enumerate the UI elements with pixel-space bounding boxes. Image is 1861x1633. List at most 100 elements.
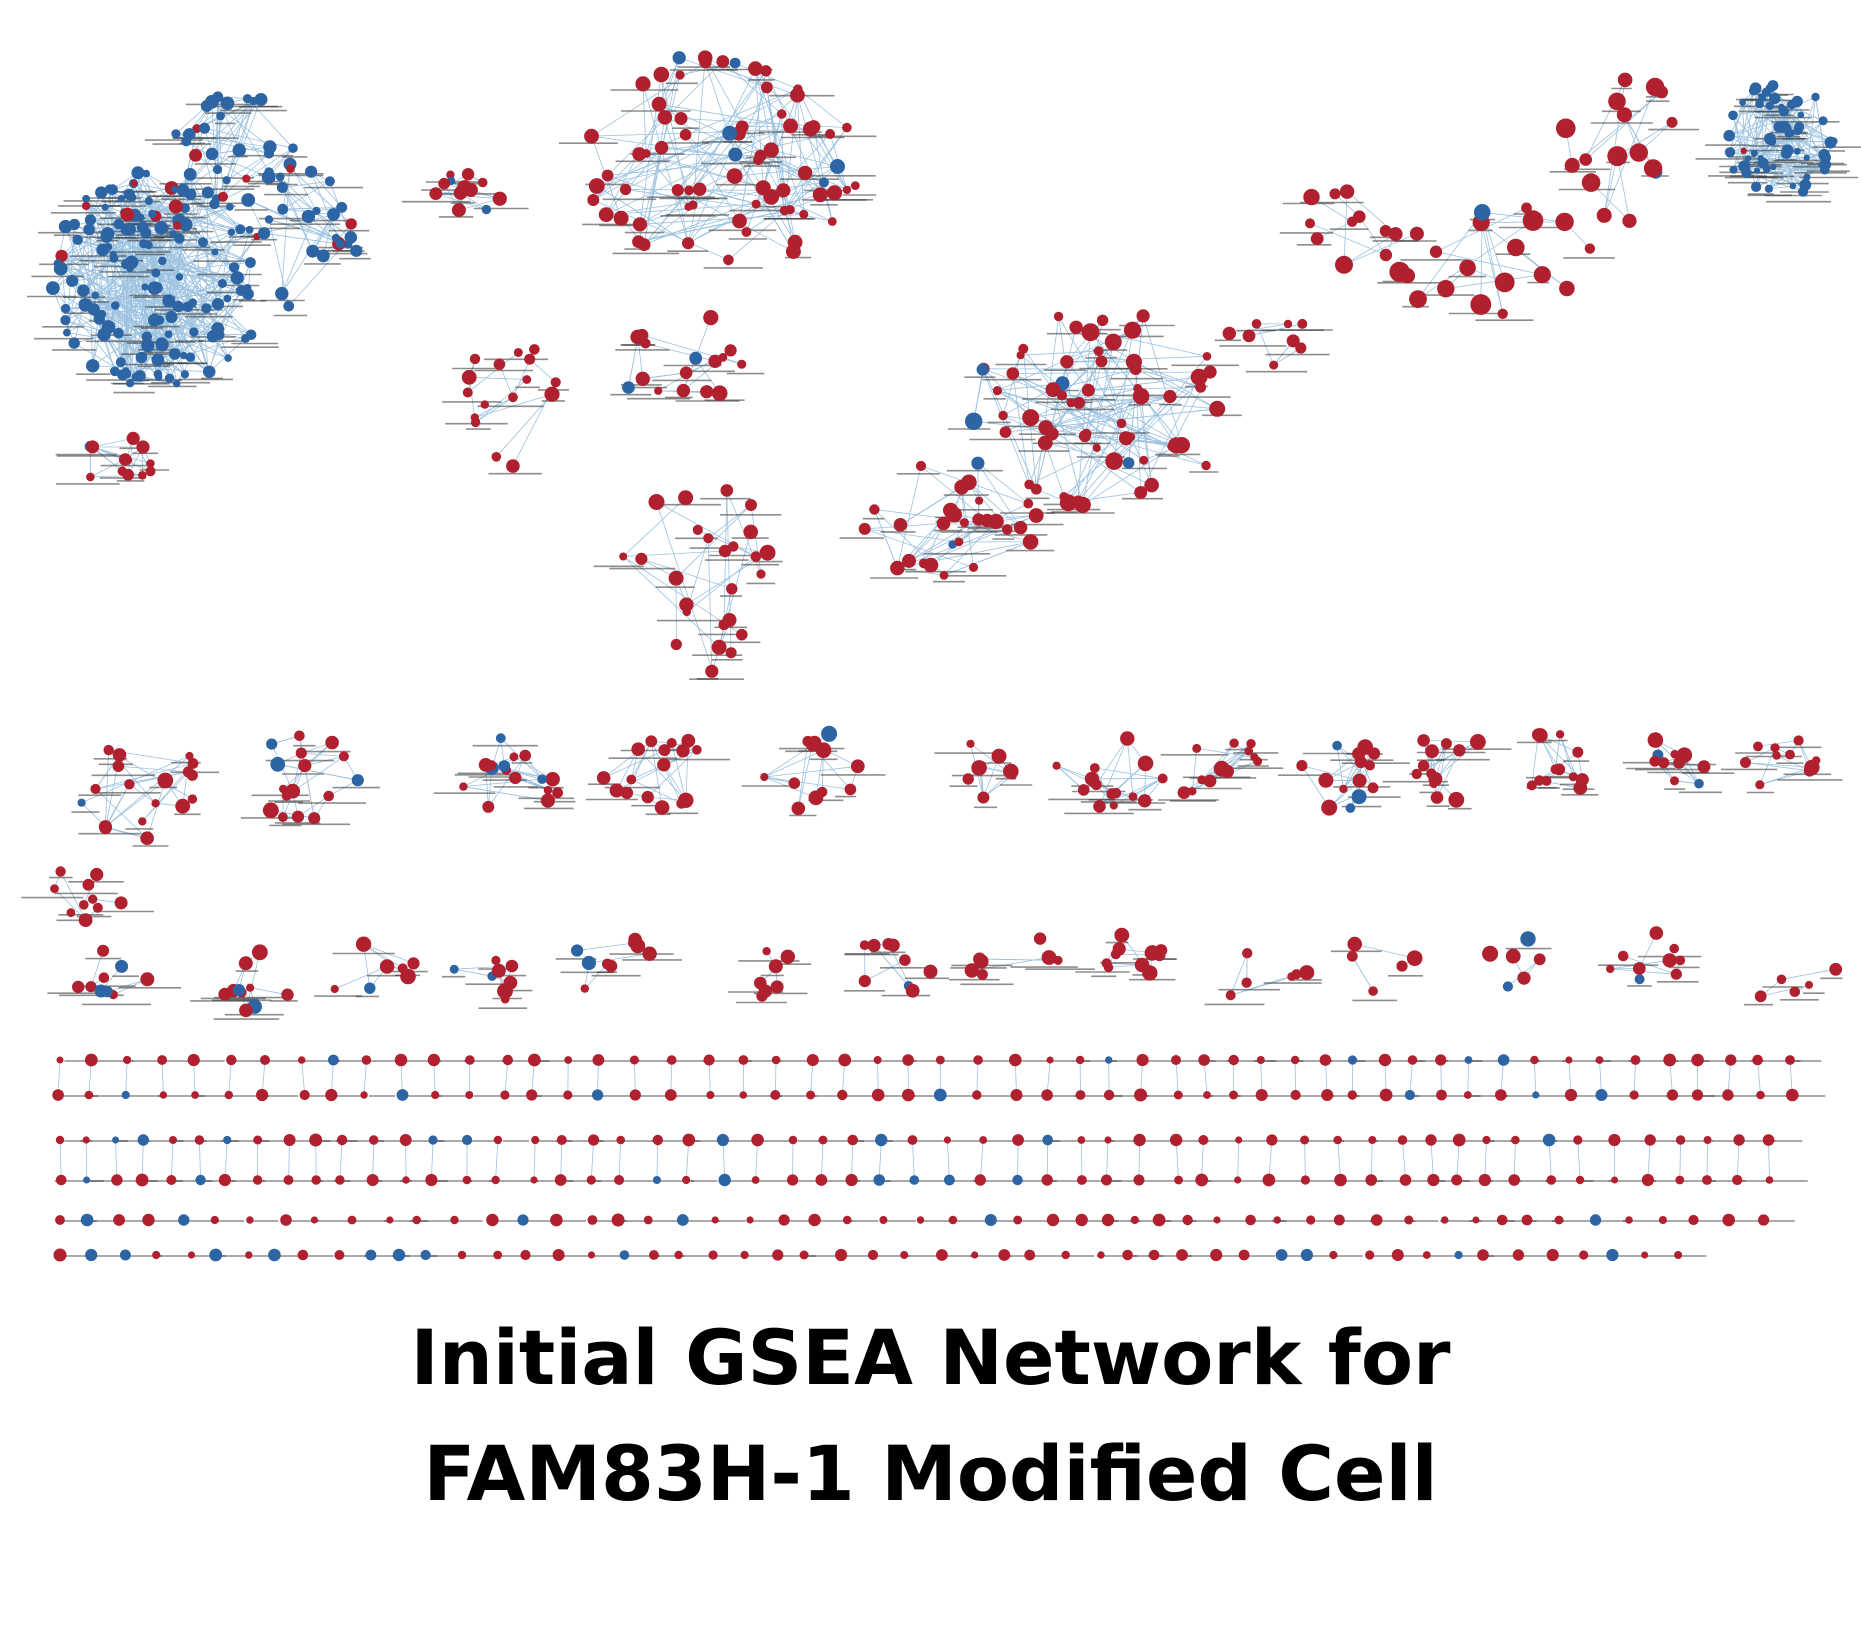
upregulated-node (708, 354, 722, 368)
upregulated-node (671, 184, 684, 197)
upregulated-node (1572, 746, 1584, 758)
downregulated-node (117, 194, 125, 203)
downregulated-node (324, 176, 335, 187)
upregulated-node (1296, 760, 1308, 772)
upregulated-node (586, 1175, 596, 1185)
upregulated-node (491, 1175, 500, 1185)
downregulated-node (1767, 80, 1779, 91)
downregulated-node (60, 315, 71, 326)
network-edge (485, 764, 489, 807)
network-edge (334, 966, 388, 990)
network-edge (1294, 1059, 1296, 1096)
upregulated-node (224, 1090, 233, 1100)
upregulated-node (130, 179, 138, 187)
network-edge (590, 1139, 594, 1181)
upregulated-node (1133, 1174, 1145, 1186)
upregulated-node (1250, 753, 1259, 762)
network-edge (246, 147, 294, 180)
network-edge (784, 127, 848, 211)
upregulated-node (122, 468, 134, 481)
upregulated-node (979, 1136, 988, 1144)
upregulated-node (902, 1054, 914, 1066)
downregulated-node (1765, 101, 1775, 111)
upregulated-node (684, 185, 694, 196)
downregulated-node (1542, 1133, 1556, 1147)
upregulated-node (136, 440, 150, 454)
downregulated-node (86, 359, 100, 373)
upregulated-node (1617, 950, 1629, 962)
network-edge (650, 741, 663, 808)
upregulated-node (907, 1135, 918, 1145)
upregulated-node (1688, 1214, 1699, 1226)
upregulated-node (502, 1054, 513, 1066)
network-edge (560, 1139, 563, 1181)
upregulated-node (632, 217, 648, 232)
network-edge (997, 390, 1141, 493)
upregulated-node (1573, 781, 1588, 795)
network-edge (1440, 1059, 1442, 1096)
upregulated-node (1060, 355, 1074, 369)
downregulated-node (53, 259, 62, 268)
upregulated-node (294, 730, 305, 742)
upregulated-node (741, 227, 752, 237)
upregulated-node (295, 747, 307, 759)
upregulated-node (1425, 1134, 1437, 1146)
network-edge (1045, 408, 1218, 428)
upregulated-node (152, 1250, 161, 1260)
upregulated-node (838, 1053, 852, 1067)
downregulated-node (1122, 457, 1135, 469)
upregulated-node (1565, 1056, 1573, 1064)
network-edge (947, 1139, 950, 1181)
downregulated-node (1595, 1089, 1608, 1101)
upregulated-node (697, 50, 713, 65)
network-edge (145, 173, 241, 230)
upregulated-node (310, 1216, 318, 1224)
downregulated-node (185, 352, 196, 363)
upregulated-node (1041, 1174, 1053, 1186)
upregulated-node (438, 177, 450, 190)
upregulated-node (1470, 294, 1492, 315)
network-edge (1743, 90, 1754, 167)
upregulated-node (1148, 1249, 1160, 1261)
upregulated-node (1136, 309, 1150, 323)
downregulated-node (183, 128, 196, 141)
downregulated-node (158, 256, 167, 266)
network-edge (227, 103, 270, 173)
downregulated-node (1739, 98, 1746, 106)
upregulated-node (1123, 321, 1142, 339)
upregulated-node (902, 553, 916, 568)
upregulated-node (676, 744, 690, 758)
upregulated-node (666, 738, 677, 748)
upregulated-node (175, 798, 191, 814)
upregulated-node (1426, 768, 1437, 779)
network-edge (1417, 220, 1534, 300)
network-edge (475, 396, 514, 423)
upregulated-node (347, 1215, 357, 1225)
downregulated-node (1723, 129, 1735, 142)
downregulated-node (1473, 204, 1491, 221)
upregulated-node (750, 551, 762, 562)
network-edge (734, 175, 833, 222)
upregulated-node (113, 1214, 125, 1226)
upregulated-node (1225, 990, 1236, 1001)
upregulated-node (1255, 1089, 1268, 1101)
upregulated-node (1041, 1089, 1053, 1101)
upregulated-node (807, 120, 821, 134)
upregulated-node (425, 1173, 438, 1187)
upregulated-node (708, 1250, 718, 1260)
downregulated-node (275, 172, 285, 182)
upregulated-node (1507, 238, 1525, 257)
upregulated-node (446, 170, 455, 179)
network-edge (577, 942, 634, 951)
upregulated-node (1629, 143, 1649, 162)
downregulated-node (365, 1249, 377, 1261)
upregulated-node (682, 237, 695, 250)
upregulated-node (1333, 1214, 1345, 1226)
network-edge (1081, 1139, 1083, 1181)
downregulated-node (85, 1248, 98, 1262)
network-edge (741, 126, 821, 196)
network-edge (760, 155, 825, 183)
downregulated-node (151, 268, 161, 278)
network-edge (1761, 97, 1764, 164)
network-edge (310, 171, 341, 245)
